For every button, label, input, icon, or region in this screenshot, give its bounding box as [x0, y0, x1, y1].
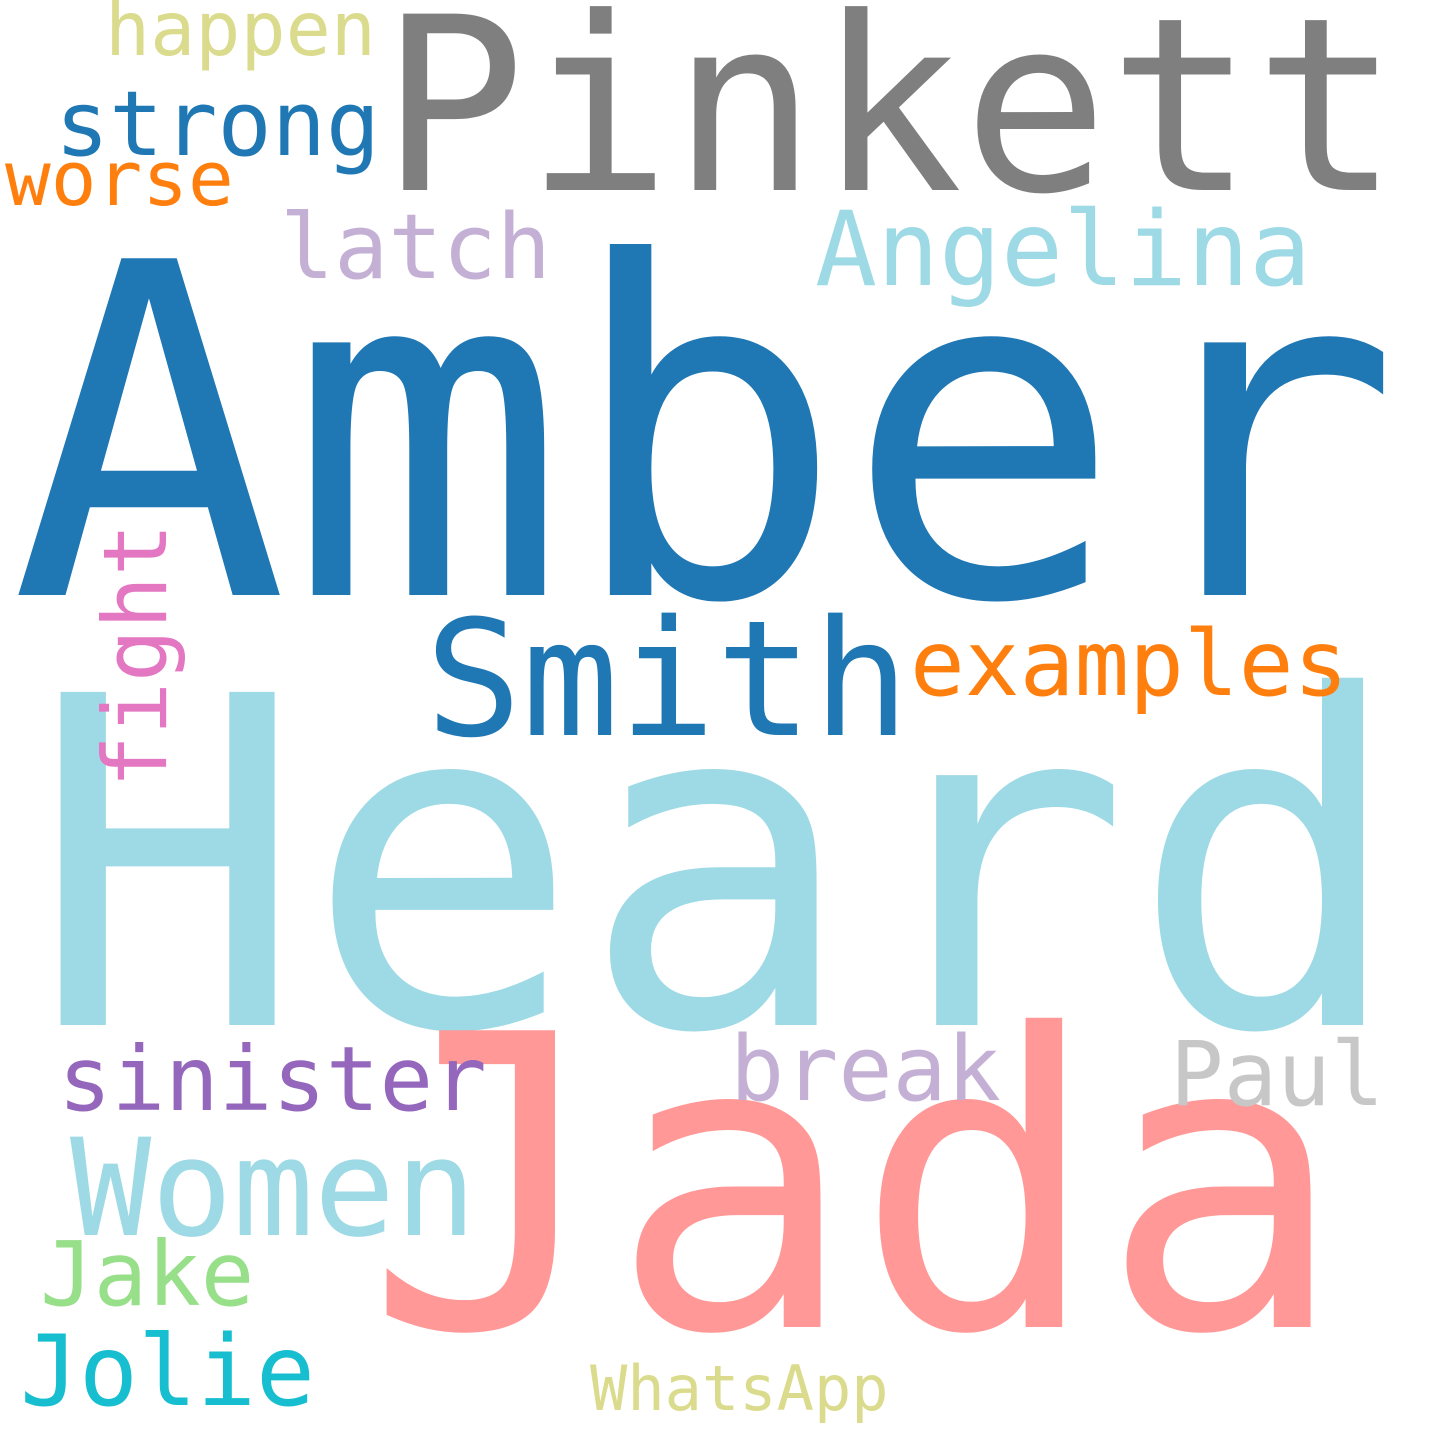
word: worse [5, 134, 234, 223]
word: Women [70, 1110, 476, 1267]
word: WhatsApp [590, 1352, 889, 1425]
word: Angelina [815, 190, 1311, 310]
word: happen [105, 0, 376, 73]
word: Jada [365, 949, 1345, 1423]
word: Heard [30, 601, 1406, 1133]
word: Amber [10, 166, 1401, 704]
word: latch [280, 195, 551, 300]
word: strong [55, 72, 380, 177]
word: sinister [58, 1027, 487, 1131]
word: break [730, 1017, 1001, 1122]
word: Pinkett [380, 0, 1400, 248]
word: Jolie [20, 1315, 315, 1429]
word: fight [84, 523, 187, 788]
word: Smith [425, 586, 910, 773]
word: Paul [1170, 1022, 1384, 1126]
word: examples [910, 612, 1348, 717]
word: Jake [40, 1222, 254, 1326]
